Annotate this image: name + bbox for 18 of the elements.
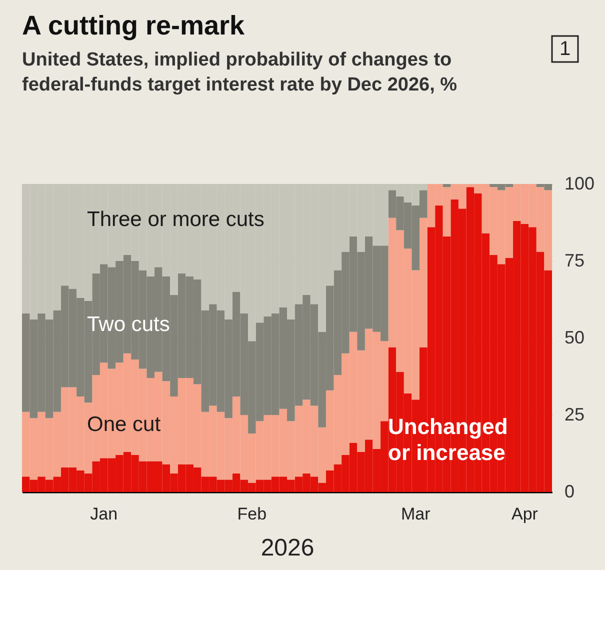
series-label: Two cuts bbox=[87, 313, 170, 336]
chart-subtitle: United States, implied probability of changes to federal-funds target interest rate by Dec 2026, % bbox=[22, 49, 458, 96]
x-tick-label: Apr bbox=[511, 504, 538, 524]
chart-title: A cutting re-mark bbox=[22, 10, 246, 40]
x-axis-title: 2026 bbox=[260, 534, 314, 562]
y-tick-label: 75 bbox=[564, 250, 585, 270]
bar bbox=[442, 184, 451, 188]
y-tick-label: 25 bbox=[564, 404, 585, 424]
y-tick-label: 100 bbox=[564, 174, 595, 194]
text: 1 bbox=[559, 38, 571, 60]
y-tick-label: 0 bbox=[564, 482, 575, 502]
y-tick-label: 50 bbox=[564, 328, 585, 348]
series-label: Unchanged or increase bbox=[388, 414, 508, 465]
x-tick-label: Feb bbox=[237, 504, 267, 524]
series-label: One cut bbox=[87, 413, 161, 436]
series-label: Three or more cuts bbox=[87, 208, 264, 231]
x-tick-label: Mar bbox=[400, 504, 431, 524]
x-tick-label: Jan bbox=[90, 504, 118, 524]
